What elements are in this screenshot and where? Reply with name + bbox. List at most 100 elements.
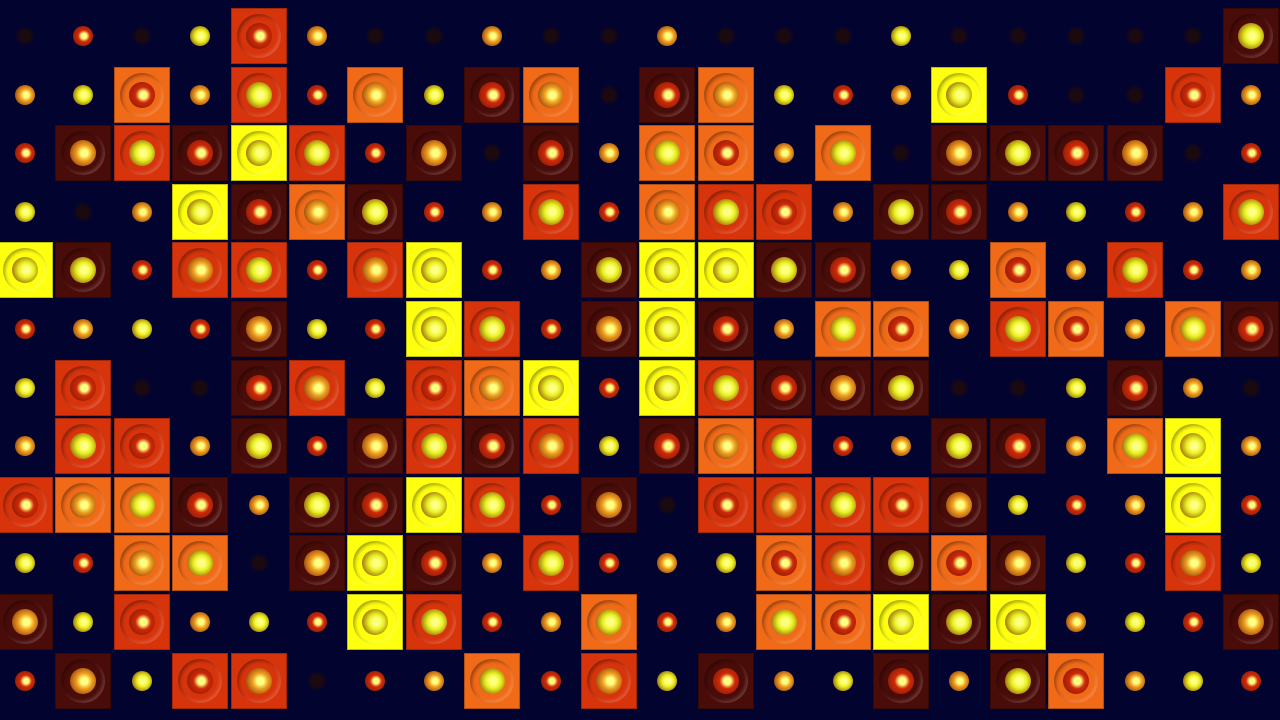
tile-center-dot bbox=[73, 26, 94, 46]
tile-square bbox=[639, 66, 696, 123]
tile-center-dot bbox=[712, 491, 739, 518]
tile-center-dot bbox=[1124, 670, 1145, 691]
tile-dot bbox=[1165, 360, 1221, 416]
tile-square bbox=[172, 652, 229, 709]
tile-center-dot bbox=[654, 316, 681, 342]
tile-center-dot bbox=[190, 612, 211, 632]
tile-center-dot bbox=[599, 84, 619, 105]
tile-square bbox=[873, 476, 929, 533]
tile-square bbox=[697, 476, 754, 533]
tile-dot bbox=[55, 594, 111, 650]
tile-center-dot bbox=[946, 550, 973, 577]
tile-dot bbox=[1223, 653, 1279, 709]
tile-square bbox=[230, 8, 287, 64]
tile-center-dot bbox=[596, 257, 622, 284]
tile-dot bbox=[698, 594, 754, 650]
tile-center-dot bbox=[596, 316, 622, 342]
tile-center-dot bbox=[479, 667, 506, 694]
tile-square bbox=[172, 535, 229, 592]
tile-center-dot bbox=[537, 433, 564, 460]
tile-center-dot bbox=[128, 609, 155, 635]
tile-center-dot bbox=[482, 553, 503, 574]
tile-center-dot bbox=[540, 494, 561, 515]
tile-square bbox=[55, 418, 112, 475]
tile-center-dot bbox=[15, 84, 35, 105]
tile-square bbox=[113, 594, 170, 650]
tile-square bbox=[289, 125, 345, 182]
tile-center-dot bbox=[128, 81, 155, 108]
tile-center-dot bbox=[15, 377, 35, 398]
tile-square bbox=[1223, 8, 1280, 64]
tile-square bbox=[639, 125, 696, 182]
tile-dot bbox=[523, 477, 579, 533]
tile-square bbox=[230, 183, 287, 240]
tile-center-dot bbox=[1183, 143, 1203, 164]
tile-dot bbox=[873, 67, 929, 123]
tile-dot bbox=[464, 242, 520, 298]
tile-center-dot bbox=[946, 433, 973, 460]
tile-center-dot bbox=[70, 491, 97, 518]
tile-square bbox=[522, 359, 579, 416]
tile-square bbox=[639, 301, 696, 357]
tile-dot bbox=[231, 477, 287, 533]
tile-center-dot bbox=[654, 140, 681, 167]
tile-dot bbox=[756, 653, 812, 709]
tile-center-dot bbox=[1066, 26, 1087, 46]
tile-dot bbox=[1223, 477, 1279, 533]
tile-center-dot bbox=[888, 667, 914, 694]
tile-square bbox=[873, 535, 929, 592]
tile-square bbox=[289, 476, 345, 533]
tile-square bbox=[347, 535, 404, 592]
tile-center-dot bbox=[190, 84, 211, 105]
tile-dot bbox=[1223, 125, 1279, 181]
tile-dot bbox=[1223, 67, 1279, 123]
tile-center-dot bbox=[949, 319, 970, 339]
tile-center-dot bbox=[949, 260, 970, 281]
tile-center-dot bbox=[949, 670, 970, 691]
tile-square bbox=[873, 359, 929, 416]
tile-empty bbox=[581, 67, 637, 123]
tile-empty bbox=[1048, 67, 1104, 123]
tile-square bbox=[0, 476, 53, 533]
tile-center-dot bbox=[479, 316, 506, 342]
tile-dot bbox=[1048, 184, 1104, 240]
tile-dot bbox=[289, 594, 345, 650]
tile-center-dot bbox=[832, 670, 853, 691]
tile-square bbox=[289, 359, 345, 416]
tile-square bbox=[1165, 476, 1221, 533]
tile-center-dot bbox=[712, 81, 739, 108]
tile-square bbox=[464, 359, 521, 416]
tile-center-dot bbox=[128, 140, 155, 167]
tile-square bbox=[814, 359, 871, 416]
tile-empty bbox=[1223, 360, 1279, 416]
tile-square bbox=[931, 125, 988, 182]
tile-center-dot bbox=[1066, 553, 1087, 574]
tile-dot bbox=[639, 653, 695, 709]
tile-center-dot bbox=[479, 81, 506, 108]
tile-center-dot bbox=[537, 374, 564, 401]
tile-dot bbox=[581, 360, 637, 416]
tile-center-dot bbox=[1124, 319, 1145, 339]
tile-square bbox=[0, 242, 53, 299]
tile-square bbox=[756, 242, 813, 299]
tile-dot bbox=[1107, 184, 1163, 240]
tile-center-dot bbox=[771, 609, 798, 635]
tile-center-dot bbox=[307, 319, 327, 339]
tile-square bbox=[464, 418, 521, 475]
tile-center-dot bbox=[888, 550, 914, 577]
tile-dot bbox=[0, 653, 53, 709]
tile-center-dot bbox=[15, 670, 35, 691]
tile-center-dot bbox=[537, 550, 564, 577]
tile-square bbox=[172, 242, 229, 299]
tile-dot bbox=[581, 184, 637, 240]
tile-center-dot bbox=[304, 140, 330, 167]
tile-center-dot bbox=[73, 612, 94, 632]
tile-dot bbox=[873, 8, 929, 64]
tile-center-dot bbox=[362, 609, 389, 635]
tile-square bbox=[639, 359, 696, 416]
tile-empty bbox=[1048, 8, 1104, 64]
tile-square bbox=[931, 418, 988, 475]
tile-center-dot bbox=[771, 374, 798, 401]
tile-square bbox=[113, 535, 170, 592]
tile-dot bbox=[289, 418, 345, 474]
